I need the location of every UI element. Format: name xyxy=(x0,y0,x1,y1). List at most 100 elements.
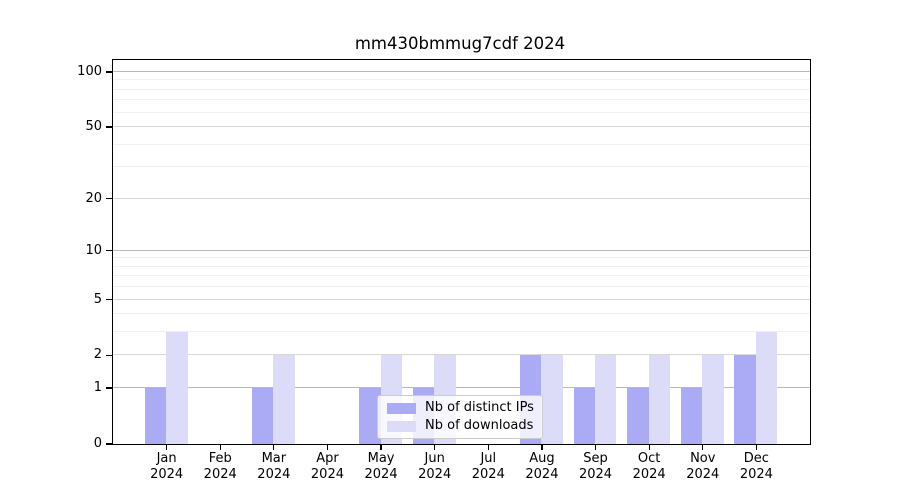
x-tick-mark xyxy=(219,445,221,450)
major-gridline xyxy=(112,70,810,72)
bar-downloads xyxy=(648,354,671,444)
bar-downloads xyxy=(755,331,778,444)
minor-gridline xyxy=(112,143,810,145)
x-tick-month: Jan xyxy=(156,451,177,466)
plot-area xyxy=(111,58,811,445)
x-tick-mark xyxy=(165,445,168,450)
x-tick-mark xyxy=(541,445,543,450)
minor-gridline xyxy=(112,265,810,267)
major-gridline xyxy=(112,197,810,199)
x-tick-label: May 2024 xyxy=(349,451,413,483)
x-tick-month: Apr xyxy=(316,451,339,466)
x-tick-mark xyxy=(594,445,597,450)
x-tick-month: Oct xyxy=(637,451,661,466)
major-gridline xyxy=(112,125,810,127)
x-tick-year: 2024 xyxy=(310,467,344,482)
minor-gridline xyxy=(112,111,810,113)
minor-gridline xyxy=(112,99,810,101)
y-tick-label: 1 xyxy=(93,380,102,396)
x-tick-mark xyxy=(326,445,329,450)
bar-downloads xyxy=(166,331,188,444)
bar-downloads xyxy=(702,354,724,444)
major-gridline xyxy=(112,354,810,356)
x-tick-mark xyxy=(487,445,489,450)
minor-gridline xyxy=(112,286,810,288)
x-tick-label: Dec 2024 xyxy=(724,451,788,483)
y-tick-mark xyxy=(106,197,112,200)
x-tick-year: 2024 xyxy=(418,467,452,482)
x-tick-year: 2024 xyxy=(578,467,613,482)
y-tick-label: 0 xyxy=(93,436,102,451)
legend-swatch-distinct-ips xyxy=(387,402,416,414)
x-tick-month: Sep xyxy=(583,451,608,466)
x-tick-label: Feb 2024 xyxy=(188,451,252,483)
x-tick-label: Jun 2024 xyxy=(403,451,467,483)
x-tick-year: 2024 xyxy=(150,467,184,482)
y-tick-label: 50 xyxy=(85,118,102,134)
y-tick-label: 5 xyxy=(93,291,102,307)
x-tick-label: Oct 2024 xyxy=(617,451,681,483)
minor-gridline xyxy=(112,331,810,333)
x-tick-mark xyxy=(702,445,704,450)
major-gridline xyxy=(112,249,810,251)
minor-gridline xyxy=(112,79,810,81)
y-tick-label: 10 xyxy=(85,242,102,258)
y-tick-mark xyxy=(106,443,112,445)
x-tick-label: Jan 2024 xyxy=(135,451,199,483)
x-tick-month: Jun xyxy=(424,451,445,466)
y-tick-label: 2 xyxy=(93,347,102,363)
bar-distinct-ips xyxy=(734,354,756,444)
legend-swatch-downloads xyxy=(387,420,416,432)
minor-gridline xyxy=(112,275,810,277)
bar-downloads xyxy=(541,354,563,444)
y-tick-mark xyxy=(106,354,112,357)
x-tick-month: May xyxy=(367,451,395,466)
x-tick-year: 2024 xyxy=(364,467,398,482)
major-gridline xyxy=(112,387,810,389)
legend-label-downloads: Nb of downloads xyxy=(425,418,534,433)
y-tick-label: 100 xyxy=(77,63,102,79)
bar-distinct-ips xyxy=(627,387,649,444)
bar-distinct-ips xyxy=(573,387,596,444)
y-tick-mark xyxy=(106,126,112,128)
legend-label-distinct-ips: Nb of distinct IPs xyxy=(425,400,534,415)
minor-gridline xyxy=(112,257,810,259)
minor-gridline xyxy=(112,166,810,168)
x-tick-year: 2024 xyxy=(525,467,559,482)
x-tick-year: 2024 xyxy=(257,467,291,482)
major-gridline xyxy=(112,298,810,300)
x-tick-label: Jul 2024 xyxy=(456,451,520,483)
bar-distinct-ips xyxy=(359,387,381,444)
y-tick-label: 20 xyxy=(85,190,102,206)
bar-distinct-ips xyxy=(251,387,274,444)
legend-item-distinct-ips: Nb of distinct IPs xyxy=(387,400,534,416)
x-tick-mark xyxy=(380,445,382,450)
x-tick-label: Mar 2024 xyxy=(242,451,306,483)
y-tick-mark xyxy=(106,71,112,73)
x-tick-label: Sep 2024 xyxy=(564,451,628,483)
bar-downloads xyxy=(273,354,295,444)
bar-distinct-ips xyxy=(144,387,167,444)
x-tick-label: Apr 2024 xyxy=(295,451,359,483)
legend: Nb of distinct IPs Nb of downloads xyxy=(377,395,543,439)
minor-gridline xyxy=(112,313,810,315)
x-tick-mark xyxy=(273,445,275,450)
x-tick-label: Aug 2024 xyxy=(510,451,574,483)
y-tick-mark xyxy=(106,387,112,389)
y-tick-mark xyxy=(106,249,112,252)
y-tick-mark xyxy=(106,298,112,301)
x-tick-year: 2024 xyxy=(632,467,666,482)
x-tick-year: 2024 xyxy=(686,467,720,482)
x-tick-year: 2024 xyxy=(471,467,505,482)
x-tick-month: Nov xyxy=(690,451,716,466)
x-tick-month: Jul xyxy=(480,451,497,466)
x-tick-label: Nov 2024 xyxy=(671,451,735,483)
x-tick-year: 2024 xyxy=(739,467,773,482)
minor-gridline xyxy=(112,88,810,90)
legend-item-downloads: Nb of downloads xyxy=(387,418,533,434)
bar-distinct-ips xyxy=(680,387,703,444)
x-tick-mark xyxy=(755,445,758,450)
chart-title: mm430bmmug7cdf 2024 xyxy=(354,34,566,53)
x-tick-year: 2024 xyxy=(203,467,237,482)
